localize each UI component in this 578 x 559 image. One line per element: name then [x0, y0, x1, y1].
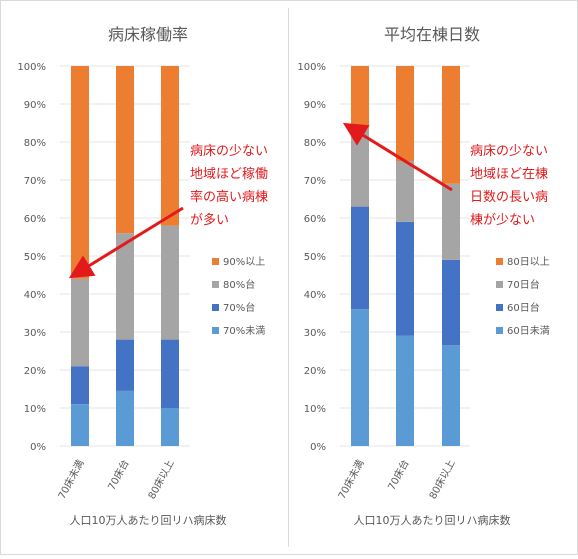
annotation-arrow: [342, 122, 453, 192]
legend-label: 60日未満: [507, 325, 550, 337]
bar-segment-1-1-1: [71, 404, 89, 446]
annotation-line: 率の高い病棟: [190, 189, 268, 205]
y-tick-label: 70%: [304, 176, 326, 187]
bar-segment-2-1-1: [351, 309, 369, 446]
legend-label: 70日台: [507, 278, 540, 291]
bar-segment-2-3-1: [442, 345, 460, 446]
annotation-line: 日数の長い病: [470, 190, 548, 205]
y-tick-label: 30%: [304, 328, 326, 339]
legend-label: 90%以上: [223, 256, 265, 268]
bar-segment-1-2-2: [116, 339, 134, 391]
y-tick-label: 80%: [304, 138, 326, 149]
bar-segment-2-2-2: [396, 221, 414, 336]
legend-swatch: [212, 327, 219, 334]
legend-label: 80%台: [223, 278, 255, 291]
bar-segment-1-1-4: [71, 66, 89, 279]
y-tick-label: 20%: [304, 366, 326, 377]
y-tick-label: 50%: [304, 252, 326, 263]
chart-title: 平均在棟日数: [384, 25, 480, 44]
annotation-line: 病床の少ない: [190, 144, 268, 159]
bar-segment-2-3-2: [442, 259, 460, 346]
annotation-line: 病床の少ない: [470, 144, 548, 159]
bar-segment-2-1-3: [351, 126, 369, 207]
legend-label: 70%未満: [223, 325, 265, 337]
annotation-line: が多い: [190, 212, 229, 228]
y-tick-label: 0%: [310, 442, 326, 453]
bar-segment-1-3-4: [161, 66, 179, 226]
y-tick-label: 100%: [297, 62, 326, 73]
y-tick-label: 60%: [24, 214, 46, 225]
x-axis-title: 人口10万人あたり回リハ病床数: [354, 513, 511, 527]
legend-label: 70%台: [223, 301, 255, 314]
bar-segment-1-2-1: [116, 390, 134, 446]
bar-segment-2-2-1: [396, 335, 414, 446]
y-tick-label: 100%: [17, 62, 46, 73]
legend-swatch: [496, 304, 503, 311]
legend-swatch: [496, 281, 503, 288]
y-tick-label: 80%: [24, 138, 46, 149]
y-tick-label: 20%: [24, 366, 46, 377]
legend-swatch: [496, 327, 503, 334]
annotation-line: 地域ほど稼働: [190, 167, 268, 182]
y-tick-label: 10%: [24, 404, 46, 415]
bar-segment-2-1-4: [351, 66, 369, 127]
annotation-line: 地域ほど在棟: [470, 167, 548, 182]
bar-segment-1-3-3: [161, 225, 179, 340]
legend-label: 80日以上: [507, 256, 550, 268]
legend-swatch: [212, 281, 219, 288]
bar-segment-1-2-4: [116, 66, 134, 234]
bar-segment-2-1-2: [351, 206, 369, 310]
bar-segment-1-3-1: [161, 408, 179, 446]
bar-segment-2-2-3: [396, 161, 414, 222]
chart-title: 病床稼働率: [108, 25, 188, 44]
legend-swatch: [496, 258, 503, 265]
x-axis-title: 人口10万人あたり回リハ病床数: [70, 513, 227, 527]
bar-segment-2-2-4: [396, 66, 414, 161]
y-tick-label: 90%: [304, 100, 326, 111]
bar-segment-1-3-2: [161, 339, 179, 408]
annotation-line: 棟が少ない: [470, 213, 535, 228]
y-tick-label: 90%: [24, 100, 46, 111]
bar-segment-1-2-3: [116, 233, 134, 340]
legend-swatch: [212, 304, 219, 311]
bar-segment-1-1-3: [71, 278, 89, 367]
bar-segment-2-3-4: [442, 66, 460, 184]
y-tick-label: 70%: [24, 176, 46, 187]
bar-segment-2-3-3: [442, 183, 460, 260]
y-tick-label: 10%: [304, 404, 326, 415]
y-tick-label: 0%: [30, 442, 46, 453]
y-tick-label: 60%: [304, 214, 326, 225]
legend-label: 60日台: [507, 301, 540, 314]
legend-swatch: [212, 258, 219, 265]
annotation-arrow: [68, 206, 184, 279]
bar-segment-1-1-2: [71, 366, 89, 405]
y-tick-label: 30%: [24, 328, 46, 339]
y-tick-label: 50%: [24, 252, 46, 263]
y-tick-label: 40%: [304, 290, 326, 301]
y-tick-label: 40%: [24, 290, 46, 301]
